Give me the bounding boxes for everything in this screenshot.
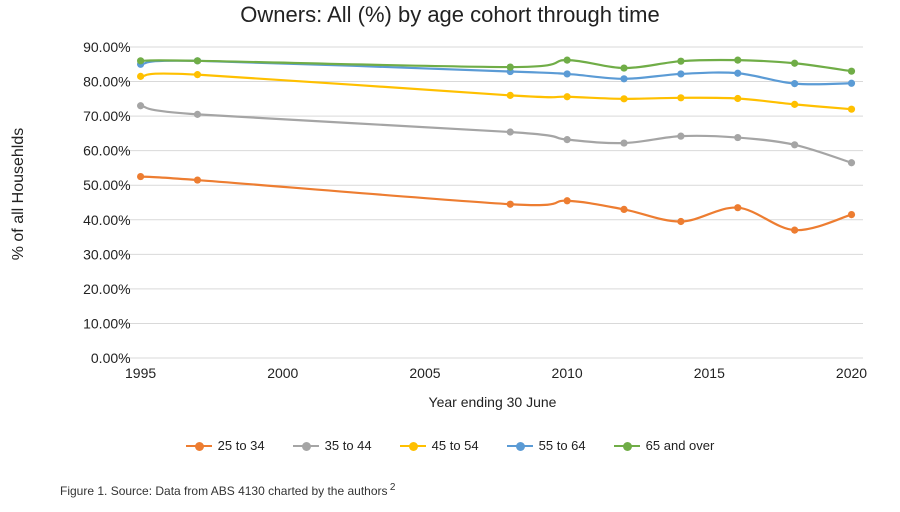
- svg-text:2015: 2015: [694, 365, 725, 381]
- svg-text:20.00%: 20.00%: [83, 281, 130, 297]
- svg-text:2020: 2020: [836, 365, 867, 381]
- svg-text:10.00%: 10.00%: [83, 315, 130, 331]
- svg-text:90.00%: 90.00%: [83, 39, 130, 55]
- svg-text:40.00%: 40.00%: [83, 212, 130, 228]
- svg-text:0.00%: 0.00%: [91, 350, 131, 366]
- svg-text:80.00%: 80.00%: [83, 74, 130, 90]
- svg-text:60.00%: 60.00%: [83, 143, 130, 159]
- svg-text:1995: 1995: [125, 365, 156, 381]
- svg-text:30.00%: 30.00%: [83, 246, 130, 262]
- svg-text:2010: 2010: [552, 365, 583, 381]
- svg-text:70.00%: 70.00%: [83, 108, 130, 124]
- svg-text:2000: 2000: [267, 365, 298, 381]
- svg-text:2005: 2005: [409, 365, 440, 381]
- svg-text:50.00%: 50.00%: [83, 177, 130, 193]
